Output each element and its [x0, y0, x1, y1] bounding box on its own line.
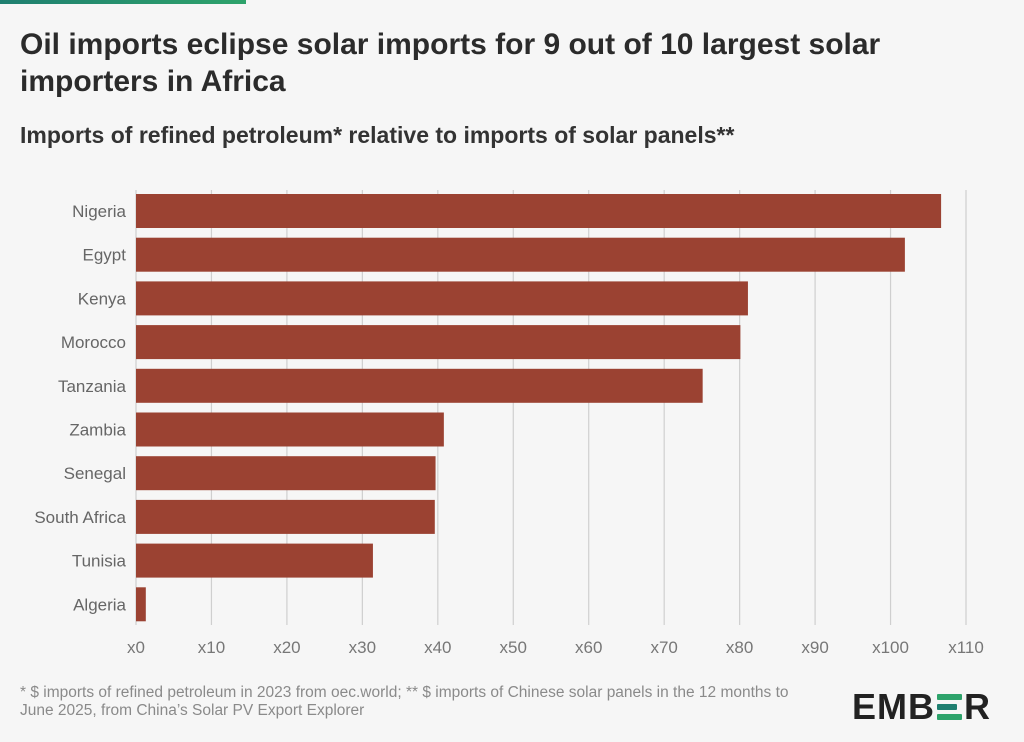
bar-zambia	[136, 412, 444, 447]
x-tick-label-70: x70	[650, 638, 677, 657]
category-label-morocco: Morocco	[61, 333, 126, 352]
category-label-nigeria: Nigeria	[72, 202, 126, 221]
x-tick-label-20: x20	[273, 638, 300, 657]
footnote: * $ imports of refined petroleum in 2023…	[20, 684, 789, 719]
bar-tanzania	[136, 368, 703, 403]
logo-text-em: EMB	[852, 686, 935, 727]
category-label-egypt: Egypt	[83, 246, 127, 265]
bar-tunisia	[136, 543, 373, 578]
x-tick-label-40: x40	[424, 638, 451, 657]
chart-title: Oil imports eclipse solar imports for 9 …	[20, 28, 881, 98]
x-tick-label-100: x100	[872, 638, 909, 657]
accent-bar	[0, 0, 246, 4]
x-tick-label-110: x110	[948, 638, 984, 657]
x-tick-label-80: x80	[726, 638, 753, 657]
category-label-algeria: Algeria	[73, 595, 126, 614]
bar-south-africa	[136, 499, 435, 534]
bar-kenya	[136, 281, 748, 316]
x-tick-label-0: x0	[127, 638, 145, 657]
bar-egypt	[136, 237, 905, 272]
x-tick-label-10: x10	[198, 638, 225, 657]
x-tick-label-50: x50	[500, 638, 527, 657]
chart-subtitle: Imports of refined petroleum* relative t…	[20, 122, 735, 148]
bar-algeria	[136, 587, 146, 622]
x-tick-label-60: x60	[575, 638, 602, 657]
ember-logo: EMB R	[852, 687, 991, 727]
category-label-tanzania: Tanzania	[58, 377, 127, 396]
bar-nigeria	[136, 194, 942, 228]
logo-e-mark	[937, 693, 962, 721]
logo-text-r: R	[964, 686, 991, 727]
category-label-senegal: Senegal	[64, 464, 126, 483]
category-label-tunisia: Tunisia	[72, 552, 127, 571]
bar-chart: Nigeria Egypt Kenya Morocco Tanzania Zambia Se…	[34, 190, 984, 657]
x-tick-label-90: x90	[801, 638, 828, 657]
category-label-zambia: Zambia	[69, 421, 126, 440]
category-label-south-africa: South Africa	[34, 508, 126, 527]
x-tick-label-30: x30	[349, 638, 376, 657]
bar-senegal	[136, 456, 436, 491]
category-label-kenya: Kenya	[78, 289, 127, 308]
bar-morocco	[136, 325, 741, 360]
